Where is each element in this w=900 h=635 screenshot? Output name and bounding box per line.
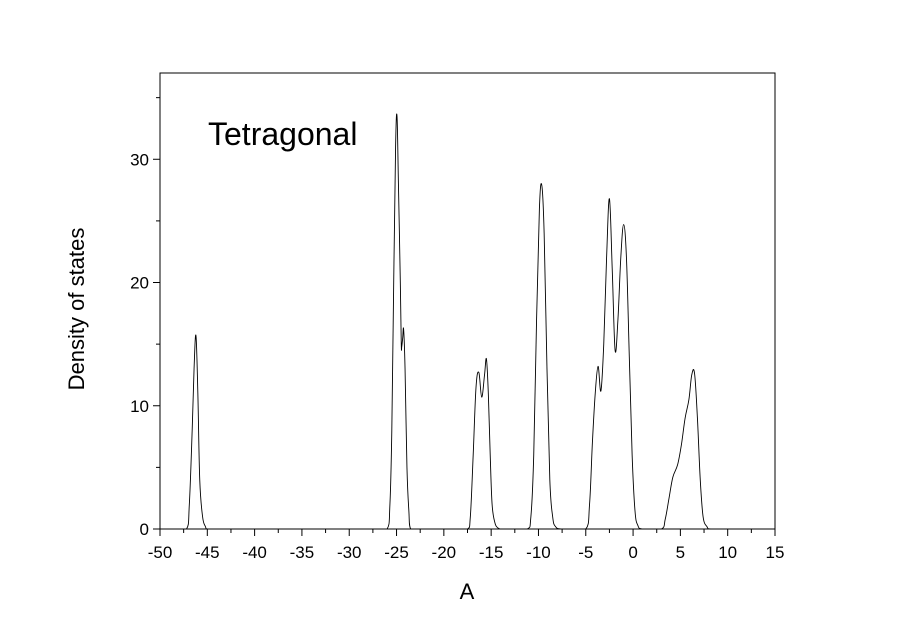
y-axis-label: Density of states xyxy=(64,228,89,391)
tick-marks xyxy=(153,97,776,536)
x-tick-label: 15 xyxy=(766,543,785,562)
x-tick-label: -45 xyxy=(195,543,220,562)
x-tick-label: -40 xyxy=(242,543,267,562)
x-tick-label: -35 xyxy=(290,543,315,562)
y-tick-label: 0 xyxy=(140,520,149,539)
x-tick-label: -25 xyxy=(384,543,409,562)
x-tick-label: -20 xyxy=(432,543,457,562)
x-tick-label: -50 xyxy=(148,543,173,562)
y-tick-label: 10 xyxy=(130,397,149,416)
x-tick-label: 10 xyxy=(718,543,737,562)
x-tick-label: 0 xyxy=(628,543,637,562)
x-tick-label: -5 xyxy=(578,543,593,562)
x-tick-label: -15 xyxy=(479,543,504,562)
x-tick-label: -30 xyxy=(337,543,362,562)
dos-series-line xyxy=(160,113,775,530)
chart-annotation: Tetragonal xyxy=(208,116,357,152)
x-axis-label: A xyxy=(460,579,475,604)
y-tick-label: 30 xyxy=(130,150,149,169)
y-tick-label: 20 xyxy=(130,274,149,293)
tick-labels: -50 -45 -40 -35 -30 -25 -20 -15 -10 -5 0 5 10 1501020… xyxy=(130,150,784,562)
x-tick-label: 5 xyxy=(676,543,685,562)
x-tick-label: -10 xyxy=(526,543,551,562)
